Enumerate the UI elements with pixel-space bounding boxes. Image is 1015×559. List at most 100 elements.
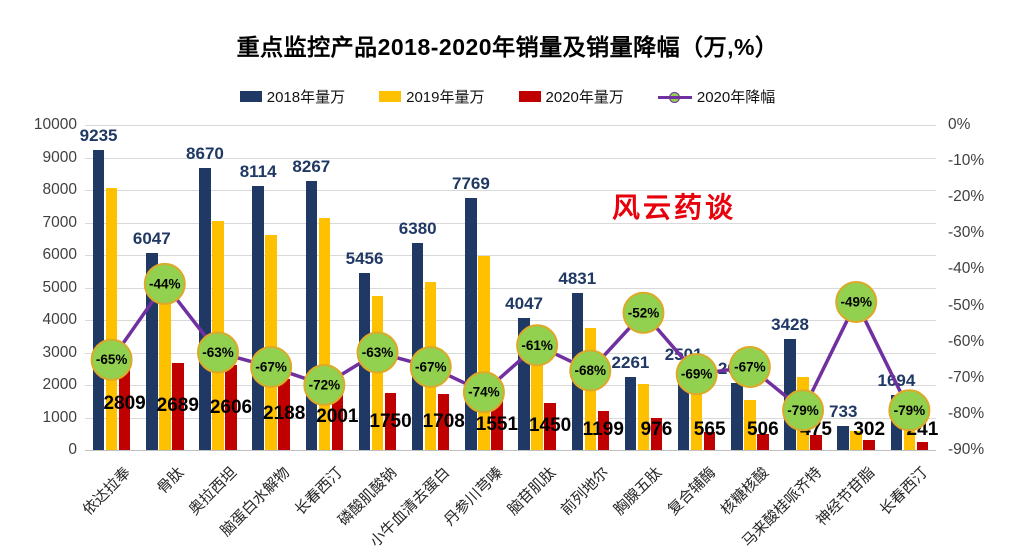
bar-2020年量万-核糖核酸 (757, 433, 769, 450)
grid-line (85, 255, 936, 256)
value-label-2020: 1708 (422, 411, 465, 433)
x-axis-category-label: 长春西汀 (877, 464, 932, 519)
x-axis-category-label: 骨肽 (153, 464, 187, 498)
value-label-2018: 1694 (877, 370, 916, 390)
grid-line (85, 125, 936, 126)
value-label-2020: 1199 (582, 419, 624, 440)
left-axis-tick-label: 10000 (33, 116, 77, 133)
bar-2020年量万-脑苷肌肽 (544, 402, 556, 450)
value-label-2020: 2188 (263, 403, 306, 425)
grid-line (85, 190, 936, 191)
legend-item-2020年降幅: 2020年降幅 (657, 86, 776, 107)
bar-2018年量万-马来酸桂哌齐特 (784, 338, 796, 450)
left-axis-tick-label: 2000 (42, 376, 77, 393)
bar-2018年量万-丹参川芎嗪 (465, 197, 477, 450)
right-axis-tick-label: 0% (948, 116, 971, 133)
bar-2020年量万-小牛血清去蛋白 (437, 394, 450, 450)
bar-2019年量万-复合辅酶 (690, 390, 703, 450)
legend-item-2020年量万: 2020年量万 (518, 86, 624, 107)
value-label-2018: 8114 (239, 162, 277, 182)
bar-2019年量万-长春西汀 (903, 412, 916, 450)
right-axis-tick-label: -40% (948, 260, 985, 278)
legend-swatch-icon (239, 91, 262, 102)
value-label-2018: 8267 (292, 157, 331, 177)
value-label-2020: 1551 (475, 413, 519, 435)
bar-2019年量万-核糖核酸 (744, 400, 756, 450)
bar-2020年量万-脑蛋白水解物 (278, 378, 290, 450)
legend-label: 2020年量万 (545, 89, 624, 106)
right-axis-tick-label: -30% (948, 224, 985, 242)
legend-swatch-icon (518, 91, 541, 102)
value-label-2020: 475 (800, 419, 832, 440)
value-label-2020: 2809 (103, 393, 146, 415)
left-axis-tick-label: 3000 (42, 343, 77, 361)
bar-2018年量万-长春西汀 (890, 394, 903, 450)
grid-line (85, 417, 936, 419)
legend-label: 2020年降幅 (696, 89, 776, 106)
grid-line (85, 222, 936, 224)
bar-2018年量万-骨肽 (146, 253, 158, 450)
value-label-2018: 2501 (664, 344, 703, 364)
bar-2020年量万-长春西汀 (331, 384, 344, 450)
value-label-2018: 4047 (505, 294, 544, 314)
decline-percent-label: -52% (628, 305, 660, 320)
x-axis-category-label: 前列地尔 (557, 464, 613, 519)
value-label-2020: 2606 (209, 396, 253, 418)
left-axis-tick-label: 0 (68, 441, 77, 458)
decline-marker (622, 291, 665, 334)
left-axis-tick-label: 7000 (42, 213, 77, 231)
bar-2019年量万-神经节苷脂 (850, 430, 862, 450)
bar-2020年量万-长春西汀 (916, 442, 929, 450)
value-label-2020: 565 (693, 419, 726, 440)
bar-2019年量万-胸腺五肽 (637, 384, 650, 450)
bar-2018年量万-复合辅酶 (677, 368, 690, 450)
value-label-2020: 241 (906, 419, 939, 440)
legend-line-dot-icon (657, 91, 692, 103)
x-axis-category-label: 脑苷肌肽 (504, 464, 560, 519)
left-axis-tick-label: 5000 (42, 278, 77, 296)
value-label-2018: 9235 (79, 125, 118, 145)
value-label-2020: 1750 (369, 410, 412, 432)
right-axis-tick-label: -10% (948, 152, 985, 170)
bar-2020年量万-磷酸肌酸钠 (384, 393, 397, 450)
legend-label: 2019年量万 (406, 89, 485, 106)
right-axis-tick-label: -70% (948, 368, 985, 386)
bar-2020年量万-神经节苷脂 (863, 440, 875, 450)
value-label-2020: 1450 (528, 415, 572, 437)
right-axis-tick-label: -20% (948, 188, 985, 206)
value-label-2018: 6047 (132, 229, 171, 249)
bar-2018年量万-神经节苷脂 (837, 426, 849, 450)
legend-item-2018年量万: 2018年量万 (239, 86, 346, 107)
value-label-2020: 302 (853, 419, 886, 440)
value-label-2018: 5456 (345, 248, 384, 268)
value-label-2018: 8670 (186, 144, 224, 164)
value-label-2020: 2001 (316, 406, 359, 428)
legend-label: 2018年量万 (266, 89, 346, 106)
value-label-2020: 506 (746, 419, 779, 440)
value-label-2018: 2261 (611, 352, 650, 372)
bar-2018年量万-前列地尔 (571, 292, 584, 450)
right-axis-tick-label: -90% (948, 441, 985, 458)
bar-2020年量万-马来酸桂哌齐特 (810, 434, 822, 450)
right-axis-tick-label: -80% (948, 404, 985, 422)
bar-2020年量万-胸腺五肽 (650, 418, 663, 450)
value-label-2018: 7769 (451, 173, 490, 193)
x-axis-category-label: 复合辅酶 (664, 464, 719, 519)
x-axis-line (85, 450, 936, 451)
x-axis-category-label: 胸腺五肽 (611, 464, 666, 519)
watermark-text: 风云药谈 (612, 192, 737, 223)
value-label-2020: 976 (640, 419, 673, 440)
left-axis-tick-label: 6000 (42, 246, 77, 263)
value-label-2018: 2068 (717, 358, 756, 378)
bar-2020年量万-前列地尔 (597, 411, 610, 450)
bar-2020年量万-复合辅酶 (703, 431, 716, 450)
bar-2019年量万-骨肽 (159, 294, 171, 450)
left-axis-tick-label: 4000 (42, 311, 77, 328)
decline-percent-label: -49% (840, 294, 872, 309)
value-label-2018: 4831 (558, 268, 597, 288)
right-axis-tick-label: -60% (948, 332, 985, 350)
legend-swatch-icon (379, 91, 402, 102)
bar-2018年量万-核糖核酸 (731, 382, 743, 450)
x-axis-category-label: 依达拉奉 (79, 464, 134, 519)
